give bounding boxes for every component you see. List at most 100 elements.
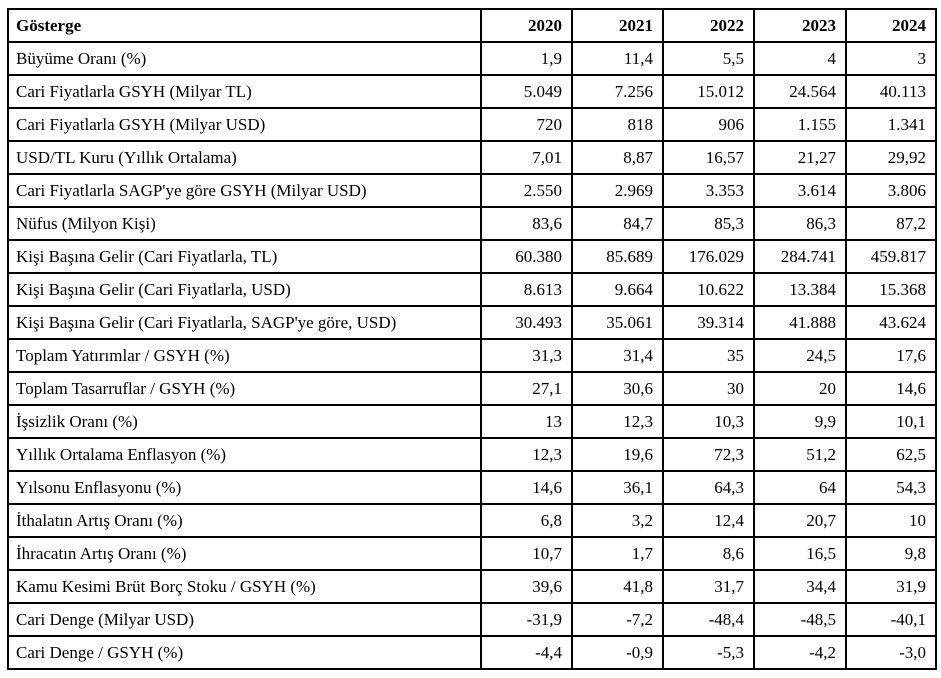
value-cell: 15.368 [845, 272, 937, 307]
value-cell: 30,6 [571, 371, 664, 406]
value-cell: 31,4 [571, 338, 664, 373]
row-label-cell: Büyüme Oranı (%) [7, 41, 482, 76]
value-cell: 13 [480, 404, 573, 439]
value-cell: 2.550 [480, 173, 573, 208]
value-cell: 39,6 [480, 569, 573, 604]
value-cell: 5.049 [480, 74, 573, 109]
value-cell: 8,87 [571, 140, 664, 175]
value-cell: 12,4 [662, 503, 755, 538]
table-row: Kişi Başına Gelir (Cari Fiyatlarla, TL) 6… [7, 239, 937, 274]
table-body: Büyüme Oranı (%) 1,9 11,4 5,5 4 3 Cari Fiyatla… [7, 41, 937, 670]
value-cell: 62,5 [845, 437, 937, 472]
value-cell: -5,3 [662, 635, 755, 670]
value-cell: -40,1 [845, 602, 937, 637]
column-header-year: 2023 [753, 8, 847, 43]
value-cell: 9,9 [753, 404, 847, 439]
row-label-cell: Nüfus (Milyon Kişi) [7, 206, 482, 241]
value-cell: 21,27 [753, 140, 847, 175]
value-cell: 1,7 [571, 536, 664, 571]
value-cell: 40.113 [845, 74, 937, 109]
value-cell: 35.061 [571, 305, 664, 340]
table-row: Yıllık Ortalama Enflasyon (%) 12,3 19,6 72,… [7, 437, 937, 472]
table-row: İthalatın Artış Oranı (%) 6,8 3,2 12,4 20,7 1… [7, 503, 937, 538]
row-label-cell: Cari Fiyatlarla SAGP'ye göre GSYH (Milya… [7, 173, 482, 208]
value-cell: 54,3 [845, 470, 937, 505]
value-cell: 31,3 [480, 338, 573, 373]
table-row: Kişi Başına Gelir (Cari Fiyatlarla, SAGP… [7, 305, 937, 340]
value-cell: 20 [753, 371, 847, 406]
value-cell: 31,9 [845, 569, 937, 604]
row-label-cell: Kişi Başına Gelir (Cari Fiyatlarla, USD) [7, 272, 482, 307]
column-header-year: 2021 [571, 8, 664, 43]
value-cell: 36,1 [571, 470, 664, 505]
value-cell: 1.341 [845, 107, 937, 142]
value-cell: 85,3 [662, 206, 755, 241]
value-cell: 41,8 [571, 569, 664, 604]
value-cell: -3,0 [845, 635, 937, 670]
value-cell: 1,9 [480, 41, 573, 76]
value-cell: 27,1 [480, 371, 573, 406]
value-cell: 11,4 [571, 41, 664, 76]
value-cell: 9,8 [845, 536, 937, 571]
value-cell: 16,57 [662, 140, 755, 175]
value-cell: 34,4 [753, 569, 847, 604]
value-cell: 60.380 [480, 239, 573, 274]
table-row: Cari Denge (Milyar USD) -31,9 -7,2 -48,4 -48… [7, 602, 937, 637]
row-label-cell: Toplam Yatırımlar / GSYH (%) [7, 338, 482, 373]
value-cell: 13.384 [753, 272, 847, 307]
value-cell: 24,5 [753, 338, 847, 373]
table-row: Toplam Tasarruflar / GSYH (%) 27,1 30,6 30 2… [7, 371, 937, 406]
indicator-table: Gösterge 2020 2021 2022 2023 2024 Büyüme Oran… [7, 8, 937, 670]
value-cell: 720 [480, 107, 573, 142]
column-header-indicator: Gösterge [7, 8, 482, 43]
value-cell: 3.614 [753, 173, 847, 208]
value-cell: 64 [753, 470, 847, 505]
row-label-cell: İhracatın Artış Oranı (%) [7, 536, 482, 571]
column-header-year: 2020 [480, 8, 573, 43]
row-label-cell: Cari Denge / GSYH (%) [7, 635, 482, 670]
value-cell: 284.741 [753, 239, 847, 274]
value-cell: 10,3 [662, 404, 755, 439]
value-cell: 85.689 [571, 239, 664, 274]
value-cell: -4,4 [480, 635, 573, 670]
table-row: Büyüme Oranı (%) 1,9 11,4 5,5 4 3 [7, 41, 937, 76]
value-cell: 41.888 [753, 305, 847, 340]
row-label-cell: İthalatın Artış Oranı (%) [7, 503, 482, 538]
table-header-row: Gösterge 2020 2021 2022 2023 2024 [7, 8, 937, 43]
value-cell: -4,2 [753, 635, 847, 670]
value-cell: -0,9 [571, 635, 664, 670]
table-row: Yılsonu Enflasyonu (%) 14,6 36,1 64,3 64 54,3 [7, 470, 937, 505]
value-cell: 19,6 [571, 437, 664, 472]
value-cell: 87,2 [845, 206, 937, 241]
value-cell: 3,2 [571, 503, 664, 538]
value-cell: 51,2 [753, 437, 847, 472]
value-cell: -7,2 [571, 602, 664, 637]
value-cell: 3 [845, 41, 937, 76]
value-cell: 83,6 [480, 206, 573, 241]
row-label-cell: Kamu Kesimi Brüt Borç Stoku / GSYH (%) [7, 569, 482, 604]
value-cell: 8,6 [662, 536, 755, 571]
value-cell: 459.817 [845, 239, 937, 274]
value-cell: 176.029 [662, 239, 755, 274]
table-row: Kamu Kesimi Brüt Borç Stoku / GSYH (%) 39… [7, 569, 937, 604]
value-cell: 72,3 [662, 437, 755, 472]
value-cell: 16,5 [753, 536, 847, 571]
value-cell: 24.564 [753, 74, 847, 109]
value-cell: 39.314 [662, 305, 755, 340]
value-cell: 30 [662, 371, 755, 406]
row-label-cell: Yılsonu Enflasyonu (%) [7, 470, 482, 505]
value-cell: 14,6 [480, 470, 573, 505]
value-cell: 12,3 [480, 437, 573, 472]
row-label-cell: İşsizlik Oranı (%) [7, 404, 482, 439]
row-label-cell: Yıllık Ortalama Enflasyon (%) [7, 437, 482, 472]
value-cell: 84,7 [571, 206, 664, 241]
value-cell: 7.256 [571, 74, 664, 109]
value-cell: 10,1 [845, 404, 937, 439]
table-row: USD/TL Kuru (Yıllık Ortalama) 7,01 8,87 16,… [7, 140, 937, 175]
value-cell: 906 [662, 107, 755, 142]
row-label-cell: Kişi Başına Gelir (Cari Fiyatlarla, SAGP… [7, 305, 482, 340]
table-row: Cari Denge / GSYH (%) -4,4 -0,9 -5,3 -4,2 -3,… [7, 635, 937, 670]
value-cell: 6,8 [480, 503, 573, 538]
table-row: Toplam Yatırımlar / GSYH (%) 31,3 31,4 35 24… [7, 338, 937, 373]
